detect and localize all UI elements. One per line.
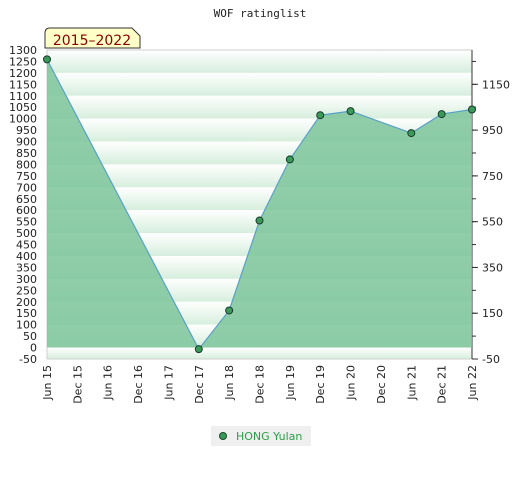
y-left-tick-label: 250: [16, 284, 37, 297]
x-tick-label: Jun 17: [162, 365, 175, 401]
y-left-tick-label: 1250: [9, 55, 37, 68]
y-left-tick-label: 1100: [9, 90, 37, 103]
x-tick-label: Jun 18: [223, 365, 236, 401]
period-badge: 2015–2022: [44, 27, 141, 49]
x-tick-label: Jun 16: [102, 365, 115, 401]
data-point: [437, 110, 446, 119]
series-line: [46, 59, 473, 351]
y-left-tick-label: 800: [16, 158, 37, 171]
y-left-tick-label: 650: [16, 193, 37, 206]
y-axis-left: 1300125012001150110010501000950900850800…: [9, 44, 37, 366]
period-badge-text: 2015–2022: [53, 33, 131, 49]
grid-band: [47, 50, 472, 73]
data-point: [225, 306, 234, 315]
legend-marker: [219, 432, 227, 440]
x-tick-label: Jun 20: [345, 365, 358, 401]
x-tick-label: Jun 21: [405, 365, 418, 401]
y-left-tick-label: 100: [16, 319, 37, 332]
y-left-tick-label: 300: [16, 273, 37, 286]
data-point: [346, 107, 355, 116]
y-left-tick-label: 1300: [9, 44, 37, 57]
data-point: [407, 129, 416, 138]
x-axis: Jun 15 Dec 15 Jun 16 Dec 16 Jun 17 Dec 17 Jun …: [41, 365, 479, 404]
y-left-tick-label: 700: [16, 181, 37, 194]
x-tick-label: Dec 15: [71, 365, 84, 404]
y-left-tick-label: 1050: [9, 101, 37, 114]
x-tick-label: Jun 22: [466, 365, 479, 401]
y-left-tick-label: 750: [16, 170, 37, 183]
y-left-tick-label: 1150: [9, 78, 37, 91]
y-left-tick-label: 200: [16, 296, 37, 309]
y-left-tick-label: -50: [19, 353, 37, 366]
series-area: [47, 59, 472, 350]
data-point: [194, 345, 203, 354]
series-layer: [43, 55, 476, 354]
x-tick-label: Dec 20: [375, 365, 388, 404]
x-tick-label: Dec 16: [132, 365, 145, 404]
y-left-tick-label: 1200: [9, 67, 37, 80]
data-point: [316, 111, 325, 120]
x-tick-label: Jun 19: [284, 365, 297, 401]
y-right-tick-label: 750: [482, 170, 503, 183]
grid-band: [47, 95, 472, 119]
x-tick-label: Dec 21: [436, 365, 449, 404]
data-point: [43, 55, 51, 64]
y-right-tick-label: 350: [482, 261, 503, 274]
y-left-tick-label: 1000: [9, 113, 37, 126]
x-tick-label: Dec 19: [314, 365, 327, 404]
legend: HONG Yulan: [211, 426, 311, 446]
y-left-tick-label: 150: [16, 307, 37, 320]
y-axis-right: 1150 950 750 550 350 150 -50: [471, 50, 510, 366]
y-left-tick-label: 450: [16, 239, 37, 252]
y-left-tick-label: 550: [16, 216, 37, 229]
data-point: [255, 216, 264, 225]
data-point: [468, 105, 476, 114]
y-left-tick-label: 950: [16, 124, 37, 137]
y-right-tick-label: 1150: [482, 78, 510, 91]
chart-title: WOF ratinglist: [214, 7, 307, 20]
y-left-tick-label: 500: [16, 227, 37, 240]
x-tick-label: Dec 17: [193, 365, 206, 404]
y-right-tick-label: -50: [482, 353, 500, 366]
legend-label: HONG Yulan: [236, 430, 302, 443]
grid-band: [47, 72, 472, 96]
data-point: [285, 155, 294, 164]
y-right-tick-label: 150: [482, 307, 503, 320]
y-right-tick-label: 550: [482, 216, 503, 229]
y-left-tick-label: 350: [16, 261, 37, 274]
y-left-tick-label: 0: [30, 342, 37, 355]
y-left-tick-label: 900: [16, 136, 37, 149]
x-tick-label: Dec 18: [254, 365, 267, 404]
y-right-tick-label: 950: [482, 124, 503, 137]
grid-band: [47, 347, 472, 359]
x-tick-label: Jun 15: [41, 365, 54, 401]
y-left-tick-label: 600: [16, 204, 37, 217]
y-left-tick-label: 850: [16, 147, 37, 160]
y-left-tick-label: 50: [23, 330, 37, 343]
y-left-tick-label: 400: [16, 250, 37, 263]
